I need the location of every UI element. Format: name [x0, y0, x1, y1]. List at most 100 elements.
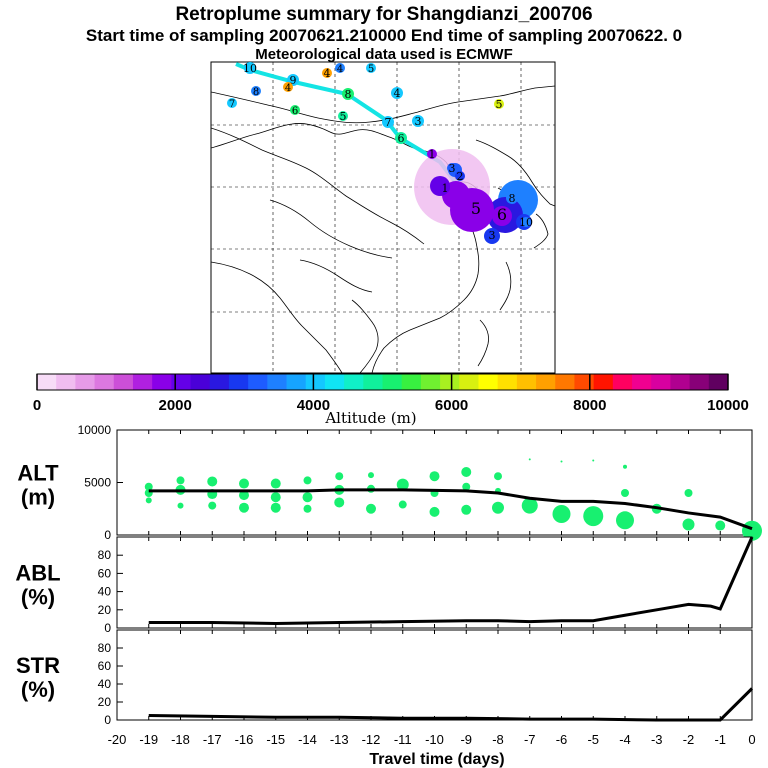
panel-frame	[116, 429, 753, 536]
x-tick-label: -15	[266, 732, 285, 747]
panel-frame	[116, 629, 753, 721]
panel-label: STR	[16, 653, 60, 678]
alt-scatter-point	[239, 478, 249, 489]
colorbar-swatch	[632, 374, 652, 390]
cluster-marker-dot	[395, 132, 407, 144]
cluster-marker-dot	[492, 206, 512, 226]
y-tick-label: 10000	[78, 423, 112, 437]
x-tick-label: -6	[556, 732, 568, 747]
colorbar-tick-label: 0	[33, 397, 41, 414]
y-tick-label: 0	[104, 528, 111, 542]
colorbar-swatch	[478, 374, 499, 390]
alt-scatter-point	[398, 500, 407, 509]
colorbar-swatch	[56, 374, 76, 390]
cluster-marker-label: 10	[243, 62, 257, 75]
cluster-marker-label: 8	[253, 87, 259, 98]
cluster-marker-label: 5	[471, 199, 481, 218]
cluster-marker-dot	[391, 87, 403, 99]
cluster-marker-label: 1	[429, 148, 436, 161]
alt-scatter-point	[461, 504, 472, 515]
cluster-marker-label: 8	[345, 88, 352, 101]
colorbar-swatch	[305, 374, 326, 390]
alt-scatter-point	[521, 497, 538, 514]
y-tick-label: 60	[98, 566, 112, 580]
panel-unit: (m)	[21, 485, 55, 510]
panel-unit: (%)	[21, 677, 55, 702]
alt-scatter-point	[560, 460, 563, 463]
cluster-marker-dot	[290, 105, 300, 115]
colorbar-tick-label: 4000	[297, 397, 330, 414]
alt-scatter-point	[396, 478, 409, 491]
colorbar-swatch	[555, 374, 575, 390]
colorbar-swatch	[708, 374, 729, 390]
cluster-marker-label: 5	[340, 110, 347, 123]
x-axis-title: Travel time (days)	[369, 751, 504, 768]
colorbar-swatch	[670, 374, 691, 390]
cluster-marker-dot	[322, 68, 332, 78]
panel-unit: (%)	[21, 585, 55, 610]
colorbar-label: Altitude (m)	[324, 409, 416, 427]
cluster-marker-label: 6	[497, 205, 507, 224]
cluster-marker-label: 4	[324, 67, 331, 80]
cluster-marker-dot	[464, 198, 488, 222]
colorbar-swatch	[593, 374, 614, 390]
cluster-marker-label: 4	[285, 83, 291, 94]
y-tick-label: 0	[104, 713, 111, 727]
cluster-marker-label: 3	[489, 229, 496, 242]
alt-scatter-point	[623, 464, 627, 469]
alt-scatter-point	[492, 501, 504, 514]
colorbar-swatch	[94, 374, 115, 390]
panel-label: ALT	[17, 461, 59, 486]
x-tick-label: -13	[330, 732, 349, 747]
cluster-marker-dot	[455, 171, 465, 181]
cluster-marker-dot	[494, 99, 504, 109]
series-line-abl	[148, 536, 754, 625]
alt-scatter-point	[616, 511, 634, 530]
colorbar-tick-label: 2000	[159, 397, 192, 414]
y-tick-label: 60	[98, 659, 112, 673]
colorbar-swatch	[536, 374, 556, 390]
cluster-marker-dot	[342, 88, 354, 100]
cluster-marker-dot	[506, 192, 518, 204]
alt-scatter-point	[270, 502, 281, 513]
panel-alt: 10000 5000 0 ALT(m)	[17, 423, 762, 542]
cluster-marker-dot	[447, 163, 457, 173]
alt-scatter-point	[592, 459, 595, 462]
colorbar-swatch	[267, 374, 288, 390]
alt-scatter-point	[303, 504, 312, 513]
colorbar-swatch	[440, 374, 460, 390]
panel-frame	[116, 536, 753, 629]
alt-scatter-point	[583, 506, 604, 527]
alt-scatter-point	[366, 503, 376, 514]
x-tick-label: -5	[587, 732, 599, 747]
x-tick-label: -17	[203, 732, 222, 747]
chart-subtitle: Start time of sampling 20070621.210000 E…	[85, 26, 683, 45]
cluster-marker-label: 6	[292, 106, 298, 117]
colorbar-swatch	[228, 374, 249, 390]
met-note: Meteorological data used is ECMWF	[255, 46, 513, 63]
cluster-marker-label: 2	[457, 170, 464, 183]
colorbar-swatch	[286, 374, 307, 390]
x-tick-label: -9	[460, 732, 472, 747]
y-tick-label: 80	[98, 548, 112, 562]
colorbar-swatch	[190, 374, 211, 390]
alt-scatter-point	[176, 476, 185, 485]
colorbar-swatch	[574, 374, 595, 390]
cluster-marker-label: 3	[449, 162, 456, 175]
alt-scatter-point	[144, 482, 153, 491]
cluster-marker-label: 5	[496, 98, 503, 111]
colorbar-swatch	[401, 374, 422, 390]
cluster-marker-dot	[412, 115, 424, 127]
cluster-marker-label: 4	[337, 64, 343, 75]
cluster-marker-label: 8	[509, 192, 516, 205]
colorbar-tick-label: 10000	[707, 397, 749, 414]
alt-scatter-point	[239, 502, 249, 513]
y-tick-label: 80	[98, 641, 112, 655]
alt-scatter-point	[207, 476, 218, 487]
alt-scatter-point	[335, 472, 344, 481]
x-tick-label: -20	[108, 732, 127, 747]
alt-scatter-point	[177, 502, 184, 509]
colorbar-swatch	[689, 374, 710, 390]
